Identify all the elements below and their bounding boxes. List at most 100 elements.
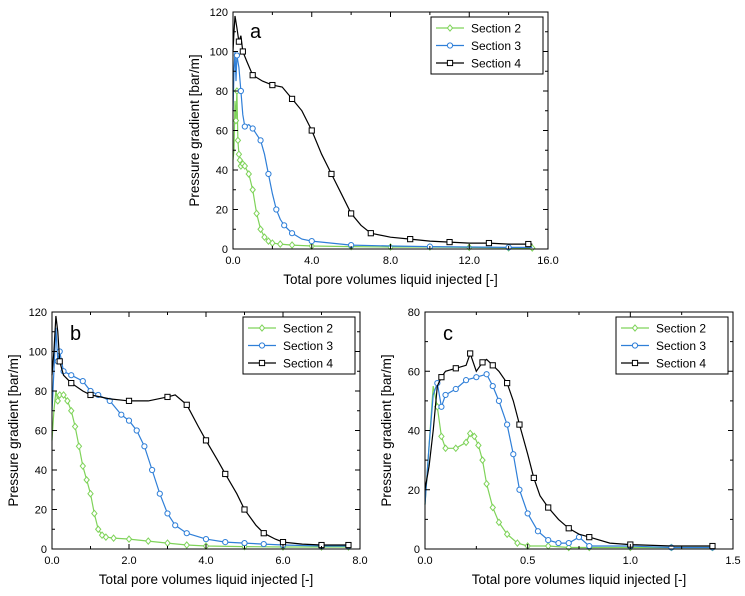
series-section-3 [424, 371, 716, 551]
legend-swatch-marker [446, 59, 454, 67]
data-point [471, 432, 478, 441]
data-point [510, 451, 517, 458]
data-point [586, 542, 593, 550]
data-point [446, 238, 453, 246]
series-section-4 [51, 315, 352, 549]
y-tick-label: 20 [216, 205, 228, 217]
data-point [110, 534, 117, 543]
y-tick-label: 60 [35, 426, 47, 438]
series-section-2 [51, 390, 352, 551]
data-point [222, 538, 229, 546]
data-point [94, 525, 102, 534]
data-point [709, 542, 716, 550]
y-tick-label: 20 [408, 485, 420, 497]
data-point [545, 537, 552, 544]
data-point [183, 401, 190, 408]
y-tick-label: 40 [216, 165, 228, 177]
data-point [241, 123, 248, 130]
data-point [489, 362, 496, 369]
data-point [466, 429, 474, 438]
data-point [544, 542, 552, 550]
legend-entry: Section 2 [656, 322, 706, 336]
data-point [237, 87, 244, 95]
legend-swatch-marker [631, 324, 639, 332]
data-point [234, 136, 242, 145]
y-tick-label: 80 [216, 86, 228, 98]
data-point [164, 539, 171, 547]
panel-label: b [70, 323, 81, 345]
legend-entry: Section 2 [283, 322, 333, 336]
legend-swatch-marker [446, 24, 454, 32]
legend-swatch-marker [631, 342, 639, 349]
data-point [530, 474, 537, 481]
data-point [133, 427, 140, 434]
x-axis-label: Total pore volumes liquid injected [-] [472, 572, 687, 587]
data-point [68, 372, 75, 379]
data-point [75, 442, 83, 451]
data-point [308, 238, 315, 245]
legend-entry: Section 3 [471, 39, 521, 53]
data-point [345, 541, 352, 549]
legend-entry: Section 2 [471, 22, 521, 36]
panel-c: 0.0 0.5 1.0 1.5 0 20 40 60 80 Total pore volumes … [379, 307, 741, 587]
data-point [276, 240, 284, 248]
data-point [504, 380, 511, 387]
y-tick-label: 40 [408, 426, 420, 438]
y-tick-label: 100 [29, 347, 47, 359]
data-point [257, 225, 264, 234]
series-line [51, 390, 349, 548]
data-point [495, 518, 503, 527]
data-point [144, 537, 152, 545]
data-point [281, 222, 288, 229]
data-point [125, 535, 133, 544]
series-line [424, 373, 713, 549]
y-tick-label: 60 [216, 126, 228, 138]
x-tick-label: 1.0 [623, 555, 638, 567]
legend-swatch-marker [258, 342, 266, 349]
data-point [504, 421, 511, 428]
panel-a: 0.0 4.0 8.0 12.0 16.0 0 20 40 60 80 100 120 Total po… [187, 7, 559, 287]
data-point [79, 462, 87, 470]
x-tick-label: 0.5 [520, 555, 535, 567]
data-point [438, 403, 445, 410]
y-tick-label: 80 [408, 307, 420, 319]
data-point [503, 530, 511, 539]
data-point [232, 116, 240, 125]
x-tick-label: 0.0 [225, 255, 240, 267]
y-tick-label: 40 [35, 465, 47, 477]
data-point [438, 374, 445, 381]
data-point [87, 391, 94, 399]
data-point [516, 486, 523, 493]
data-point [452, 365, 459, 372]
data-point [308, 127, 315, 134]
x-tick-label: 8.0 [352, 555, 367, 567]
data-point [485, 239, 493, 247]
y-axis-label: Pressure gradient [bar/m] [6, 354, 21, 506]
data-point [534, 528, 542, 535]
legend-entry: Section 3 [656, 339, 706, 353]
data-point [516, 421, 523, 428]
data-point [233, 52, 241, 59]
data-point [545, 504, 552, 511]
data-point [462, 438, 470, 447]
data-point [235, 150, 243, 159]
data-point [489, 503, 497, 512]
data-point [586, 534, 593, 541]
data-point [102, 533, 110, 542]
series-section-3 [232, 51, 533, 251]
series-line [232, 15, 533, 245]
x-tick-label: 0.0 [417, 555, 432, 567]
data-point [279, 538, 287, 546]
legend-swatch-marker [258, 324, 266, 332]
x-tick-label: 4.0 [198, 555, 213, 567]
data-point [241, 506, 248, 513]
x-tick-label: 8.0 [383, 255, 398, 267]
data-point [265, 170, 272, 178]
series-line [424, 385, 713, 549]
data-point [288, 241, 296, 249]
data-point [483, 479, 490, 488]
legend-entry: Section 4 [283, 357, 333, 371]
data-point [71, 422, 79, 431]
data-point [407, 236, 414, 243]
data-point [249, 72, 256, 79]
